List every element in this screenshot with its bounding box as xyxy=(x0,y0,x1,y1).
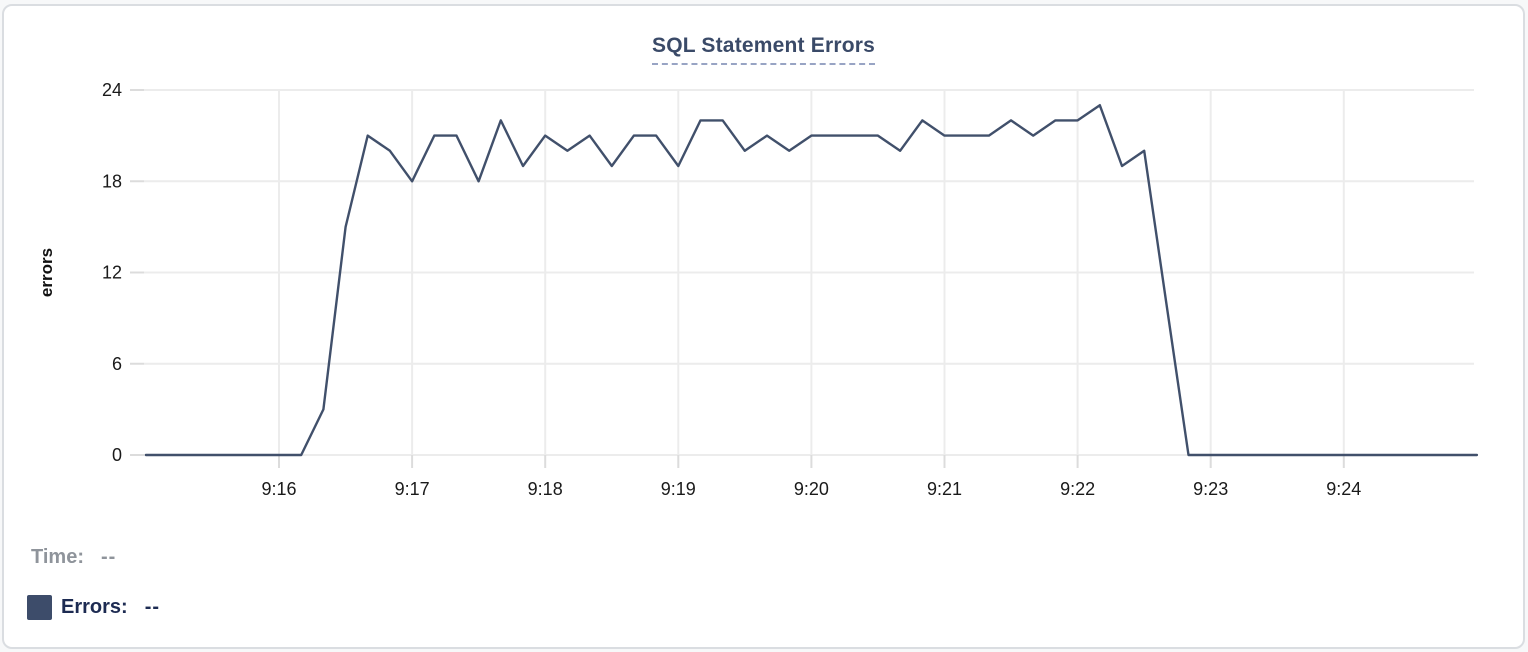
y-tick-label: 12 xyxy=(102,263,122,283)
legend-time-label: Time: xyxy=(31,545,84,568)
x-tick-label: 9:24 xyxy=(1326,479,1361,499)
x-tick-label: 9:16 xyxy=(261,479,296,499)
y-tick-label: 0 xyxy=(112,445,122,465)
x-tick-label: 9:19 xyxy=(661,479,696,499)
errors-series-swatch-icon xyxy=(27,594,52,620)
y-tick-label: 18 xyxy=(102,171,122,191)
legend-errors-value: -- xyxy=(144,595,161,618)
legend-time-value: -- xyxy=(100,545,117,568)
chart-legend: Time: -- Errors: -- xyxy=(4,536,160,620)
y-axis-label: errors xyxy=(37,248,56,297)
legend-time-row: Time: -- xyxy=(31,544,160,570)
x-tick-label: 9:22 xyxy=(1060,479,1095,499)
x-tick-label: 9:18 xyxy=(528,479,563,499)
legend-errors-row[interactable]: Errors: -- xyxy=(27,594,160,620)
errors-line-chart[interactable]: 0 6 12 18 24 9:16 9:17 9:18 9:19 9:20 9:21 9:22 9:23… xyxy=(4,6,1525,649)
x-tick-label: 9:21 xyxy=(927,479,962,499)
chart-card: SQL Statement Errors 0 6 12 18 24 9:16 9:17 9:1… xyxy=(2,4,1525,649)
chart-header: SQL Statement Errors xyxy=(4,34,1523,65)
x-tick-label: 9:23 xyxy=(1193,479,1228,499)
legend-errors-label: Errors: xyxy=(61,595,128,618)
chart-title[interactable]: SQL Statement Errors xyxy=(651,34,875,65)
x-tick-label: 9:17 xyxy=(395,479,430,499)
series-line-errors[interactable] xyxy=(144,103,1479,457)
y-tick-label: 24 xyxy=(102,80,122,100)
x-tick-label: 9:20 xyxy=(794,479,829,499)
y-tick-label: 6 xyxy=(112,354,122,374)
